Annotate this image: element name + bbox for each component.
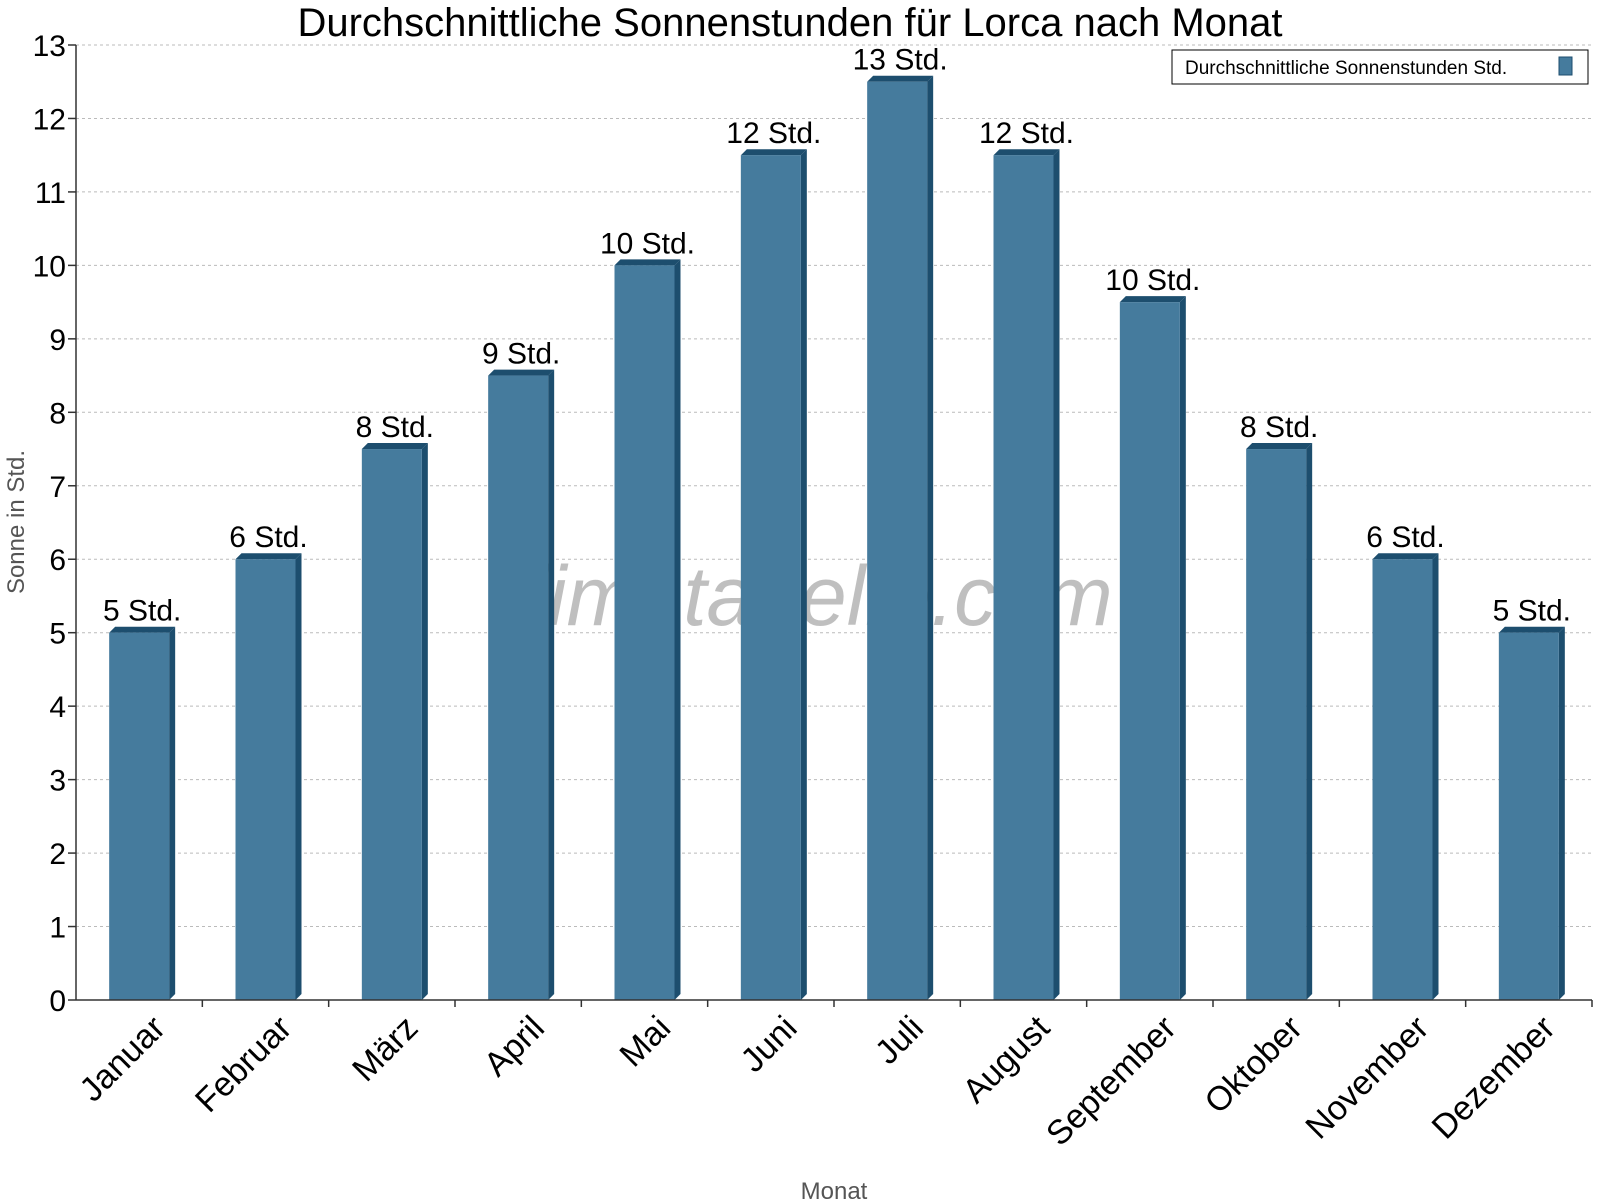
bar: [488, 369, 555, 1001]
x-tick-label: Januar: [72, 1009, 172, 1109]
bar-top: [1246, 443, 1313, 450]
bar: [1119, 296, 1186, 1001]
data-label: 13 Std.: [853, 44, 948, 77]
bar: [1246, 443, 1313, 1000]
bar-top: [235, 553, 302, 560]
data-label: 10 Std.: [1105, 264, 1200, 297]
x-tick-label: März: [345, 1009, 425, 1089]
bar-front: [867, 81, 928, 1000]
bar-front: [235, 559, 296, 1000]
data-label: 9 Std.: [482, 338, 560, 371]
bar-top: [1119, 296, 1186, 303]
x-tick-label: Juli: [868, 1009, 931, 1072]
y-tick-label: 12: [33, 103, 66, 136]
bar-top: [614, 259, 681, 266]
y-tick-label: 3: [49, 765, 66, 798]
bar-side: [1558, 626, 1565, 1000]
bar-side: [674, 259, 681, 1000]
bar-side: [169, 626, 176, 1000]
x-tick-label: August: [955, 1008, 1057, 1110]
bar-top: [867, 75, 934, 82]
bar: [235, 553, 302, 1000]
bar-front: [1246, 449, 1307, 1000]
data-label: 10 Std.: [600, 227, 695, 260]
y-tick-label: 6: [49, 544, 66, 577]
bar-top: [1498, 626, 1565, 633]
bar-front: [1119, 302, 1180, 1001]
bar-top: [488, 369, 555, 376]
bar: [614, 259, 681, 1000]
x-tick-label: September: [1039, 1009, 1183, 1153]
bar-side: [1179, 296, 1186, 1001]
y-tick-label: 0: [49, 985, 66, 1018]
chart-title: Durchschnittliche Sonnenstunden für Lorc…: [297, 1, 1282, 45]
bar: [740, 149, 807, 1000]
y-tick-label: 1: [49, 912, 66, 945]
bar: [867, 75, 934, 1000]
bar: [361, 443, 428, 1000]
y-tick-label: 2: [49, 838, 66, 871]
y-tick-label: 7: [49, 471, 66, 504]
x-tick-label: Oktober: [1197, 1009, 1309, 1121]
x-tick-label: Dezember: [1425, 1009, 1563, 1147]
bar-top: [109, 626, 176, 633]
data-label: 12 Std.: [726, 117, 821, 150]
bars: [109, 75, 1565, 1001]
bar-side: [295, 553, 302, 1000]
bar-front: [1372, 559, 1433, 1000]
bar-front: [993, 155, 1054, 1000]
bar-side: [1432, 553, 1439, 1000]
bar-front: [361, 449, 422, 1000]
data-labels: 5 Std. 6 Std. 8 Std. 9 Std. 10 Std. 12 Std. 13…: [103, 44, 1571, 628]
bar-top: [1372, 553, 1439, 560]
bar-front: [109, 632, 170, 1000]
data-label: 6 Std.: [229, 521, 307, 554]
bar-top: [740, 149, 807, 156]
x-tick-labels: Januar Februar März April Mai Juni Juli AugustS…: [72, 1000, 1593, 1153]
data-label: 8 Std.: [1240, 411, 1318, 444]
bar-front: [614, 265, 675, 1000]
bar-front: [488, 375, 549, 1001]
bar-top: [993, 149, 1060, 156]
bar-side: [800, 149, 807, 1000]
x-tick-label: April: [477, 1009, 552, 1084]
data-label: 5 Std.: [1493, 595, 1571, 628]
data-label: 5 Std.: [103, 595, 181, 628]
bar-front: [1498, 632, 1559, 1000]
legend-swatch: [1558, 56, 1573, 76]
grid-lines: [76, 44, 1592, 928]
bar-side: [548, 369, 555, 1001]
legend: Durchschnittliche Sonnenstunden Std.: [1171, 49, 1589, 85]
bar: [1498, 626, 1565, 1000]
bar: [109, 626, 176, 1000]
legend-box: [1171, 49, 1589, 85]
y-tick-label: 9: [49, 324, 66, 357]
bar-side: [1053, 149, 1060, 1000]
data-label: 6 Std.: [1366, 521, 1444, 554]
y-tick-label: 5: [49, 618, 66, 651]
bar-front: [740, 155, 801, 1000]
x-axis-label: Monat: [801, 1178, 868, 1200]
bar: [993, 149, 1060, 1000]
x-tick-label: Juni: [734, 1009, 805, 1080]
bar-side: [421, 443, 428, 1000]
data-label: 12 Std.: [979, 117, 1074, 150]
data-label: 8 Std.: [356, 411, 434, 444]
y-tick-label: 13: [33, 30, 66, 63]
bar-side: [927, 75, 934, 1000]
y-tick-label: 8: [49, 397, 66, 430]
legend-label: Durchschnittliche Sonnenstunden Std.: [1185, 58, 1507, 79]
x-tick-label: Februar: [188, 1009, 299, 1120]
bar-top: [361, 443, 428, 450]
y-tick-label: 4: [49, 691, 66, 724]
x-tick-label: November: [1298, 1009, 1436, 1147]
bar: [1372, 553, 1439, 1000]
y-axis-label: Sonne in Std.: [3, 450, 30, 594]
y-tick-label: 10: [33, 250, 66, 283]
x-tick-label: Mai: [613, 1009, 679, 1075]
bar-side: [1306, 443, 1313, 1000]
y-tick-label: 11: [35, 177, 66, 210]
